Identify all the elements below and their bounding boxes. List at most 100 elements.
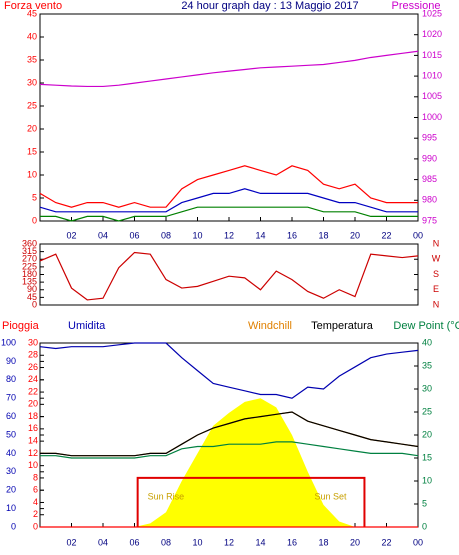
y3-tick-label: 18: [28, 411, 38, 421]
y-tick-label: 90: [6, 356, 16, 366]
y-tick-label: 10: [6, 503, 16, 513]
y2-tick-label: 1025: [422, 8, 442, 18]
y-tick-label: 360: [22, 238, 37, 248]
legend-entry: Dew Point (°C: [393, 320, 459, 332]
y-tick-label: 10: [27, 169, 37, 179]
series-line: [39, 342, 419, 399]
y2-tick-label: 25: [422, 406, 432, 416]
x-tick-label: 06: [129, 537, 139, 547]
y2-tick-label: 5: [422, 498, 427, 508]
y-tick-label: 30: [27, 77, 37, 87]
sunrise-label: Sun Rise: [148, 491, 185, 501]
legend-entry: Umidita: [68, 320, 106, 332]
legend-entry: Temperatura: [311, 320, 374, 332]
y-tick-label: 180: [22, 269, 37, 279]
y-tick-label: 0: [32, 215, 37, 225]
x-tick-label: 02: [66, 537, 76, 547]
x-tick-label: 14: [255, 230, 265, 240]
x-tick-label: 00: [413, 230, 423, 240]
y3-tick-label: 14: [28, 436, 38, 446]
y-tick-label: 70: [6, 393, 16, 403]
x-tick-label: 22: [381, 537, 391, 547]
y2-tick-label: 995: [422, 133, 437, 143]
y-tick-label: 40: [27, 31, 37, 41]
x-tick-label: 08: [161, 537, 171, 547]
y2-tick-label: N: [433, 299, 440, 309]
y2-tick-label: 980: [422, 195, 437, 205]
y-tick-label: 135: [22, 277, 37, 287]
series-line: [40, 206, 418, 222]
legend-entry: Windchill: [248, 320, 292, 332]
y2-tick-label: 20: [422, 429, 432, 439]
y-tick-label: 315: [22, 246, 37, 256]
y2-tick-label: W: [432, 254, 441, 264]
x-tick-label: 12: [224, 537, 234, 547]
series-line: [40, 441, 419, 459]
y-tick-label: 225: [22, 261, 37, 271]
y2-tick-label: 1005: [422, 91, 442, 101]
y-tick-label: 20: [27, 123, 37, 133]
y-tick-label: 90: [27, 284, 37, 294]
series-line: [39, 251, 419, 301]
plot-area: [39, 13, 419, 222]
y-tick-label: 50: [6, 429, 16, 439]
y2-tick-label: 10: [422, 475, 432, 485]
chart-title: 24 hour graph day : 13 Maggio 2017: [181, 0, 358, 12]
x-tick-label: 18: [318, 537, 328, 547]
x-tick-label: 12: [224, 230, 234, 240]
x-tick-label: 10: [192, 537, 202, 547]
y2-tick-label: 990: [422, 153, 437, 163]
x-tick-label: 08: [161, 230, 171, 240]
y3-tick-label: 30: [28, 337, 38, 347]
x-tick-label: 20: [350, 537, 360, 547]
y3-tick-label: 0: [33, 521, 38, 531]
y2-tick-label: 1010: [422, 70, 442, 80]
x-tick-label: 10: [192, 230, 202, 240]
y-tick-label: 40: [6, 448, 16, 458]
y3-tick-label: 12: [28, 448, 38, 458]
y3-tick-label: 6: [33, 485, 38, 495]
y3-tick-label: 24: [28, 374, 38, 384]
x-tick-label: 02: [66, 230, 76, 240]
x-tick-label: 18: [318, 230, 328, 240]
sunset-label: Sun Set: [314, 491, 347, 501]
y2-tick-label: 975: [422, 215, 437, 225]
y3-tick-label: 8: [33, 472, 38, 482]
y-tick-label: 0: [11, 521, 16, 531]
y3-tick-label: 16: [28, 423, 38, 433]
x-tick-label: 22: [381, 230, 391, 240]
y3-tick-label: 20: [28, 399, 38, 409]
y-tick-label: 100: [1, 337, 16, 347]
y-tick-label: 45: [27, 8, 37, 18]
y2-tick-label: 1000: [422, 112, 442, 122]
x-tick-label: 04: [98, 230, 108, 240]
legend-entry: Pioggia: [2, 320, 40, 332]
y-tick-label: 35: [27, 54, 37, 64]
y-tick-label: 5: [32, 192, 37, 202]
x-tick-label: 14: [255, 537, 265, 547]
y2-tick-label: 0: [422, 521, 427, 531]
solar-area: [40, 398, 418, 527]
x-tick-label: 16: [287, 230, 297, 240]
y2-tick-label: 40: [422, 337, 432, 347]
x-tick-label: 16: [287, 537, 297, 547]
y3-tick-label: 2: [33, 509, 38, 519]
daylight-box: [136, 476, 366, 527]
y-tick-label: 15: [27, 146, 37, 156]
y2-tick-label: 30: [422, 383, 432, 393]
x-tick-label: 04: [98, 537, 108, 547]
y2-tick-label: 1015: [422, 50, 442, 60]
x-tick-label: 06: [129, 230, 139, 240]
x-tick-label: 00: [413, 537, 423, 547]
y2-tick-label: 985: [422, 174, 437, 184]
y2-tick-label: E: [433, 284, 439, 294]
y-tick-label: 80: [6, 374, 16, 384]
y-axis-label: Forza vento: [4, 0, 62, 12]
y3-tick-label: 4: [33, 497, 38, 507]
plot-area: [39, 243, 419, 306]
y2-tick-label: 1020: [422, 29, 442, 39]
y-tick-label: 45: [27, 292, 37, 302]
x-tick-label: 20: [350, 230, 360, 240]
series-line: [39, 188, 418, 213]
y3-tick-label: 10: [28, 460, 38, 470]
